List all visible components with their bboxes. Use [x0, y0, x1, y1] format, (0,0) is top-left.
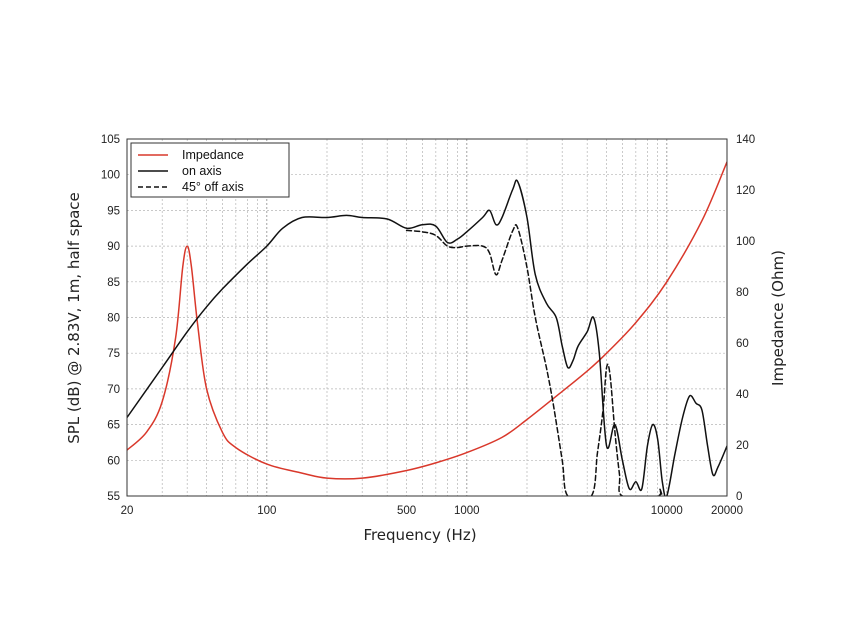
y2-axis-label: Impedance (Ohm) [769, 250, 787, 386]
axis-ticks: 20 100 500 1000 10000 20000556065707580859095… [101, 134, 755, 517]
y2-tick-label: 40 [736, 389, 749, 401]
y-tick-label: 70 [107, 384, 120, 396]
y2-tick-label: 0 [736, 491, 742, 503]
y-tick-label: 85 [107, 277, 120, 289]
y-tick-label: 95 [107, 205, 120, 217]
plot-area [126, 138, 728, 497]
y-tick-label: 65 [107, 420, 120, 432]
y-tick-label: 55 [107, 491, 120, 503]
y-tick-label: 80 [107, 313, 120, 325]
x-tick-label: 20000 [711, 505, 743, 517]
legend-label-impedance: Impedance [182, 148, 244, 162]
y2-tick-label: 140 [736, 134, 755, 146]
legend-label-off-axis: 45° off axis [182, 180, 244, 194]
y2-tick-label: 60 [736, 338, 749, 350]
x-tick-label: 1000 [454, 505, 480, 517]
series [127, 161, 727, 496]
off-axis-45-line [405, 224, 664, 496]
y-tick-label: 105 [101, 134, 120, 146]
y2-tick-label: 80 [736, 287, 749, 299]
y-tick-label: 90 [107, 241, 120, 253]
y2-tick-label: 100 [736, 236, 755, 248]
y2-tick-label: 20 [736, 440, 749, 452]
legend-label-on-axis: on axis [182, 164, 222, 178]
impedance-line [127, 161, 727, 480]
x-tick-label: 500 [397, 505, 416, 517]
x-tick-label: 100 [257, 505, 276, 517]
y-axis-label: SPL (dB) @ 2.83V, 1m, half space [65, 192, 83, 444]
on-axis-line [127, 179, 727, 496]
legend-box [130, 142, 290, 198]
y-tick-label: 75 [107, 348, 120, 360]
legend: Impedance on axis 45° off axis [130, 142, 290, 198]
grid [127, 139, 727, 496]
x-tick-label: 10000 [651, 505, 683, 517]
y2-tick-label: 120 [736, 185, 755, 197]
y-tick-label: 60 [107, 455, 120, 467]
y-tick-label: 100 [101, 170, 120, 182]
x-axis-label: Frequency (Hz) [363, 526, 476, 544]
x-tick-label: 20 [121, 505, 134, 517]
